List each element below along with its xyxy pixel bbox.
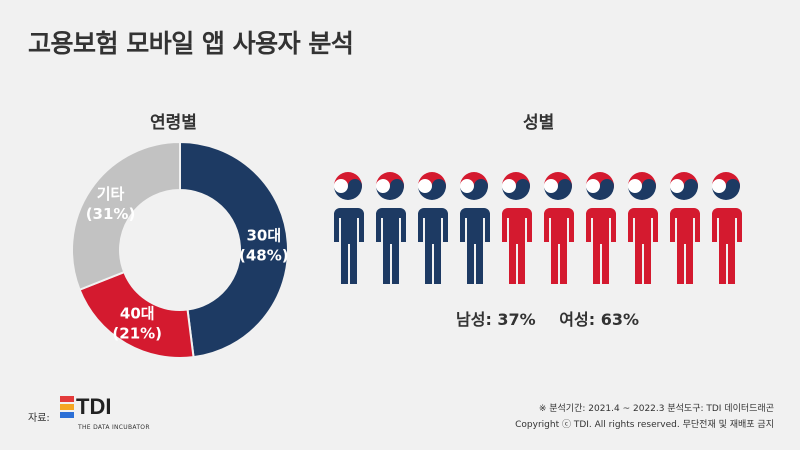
donut-value-0: (48%) [239, 247, 289, 265]
tdi-logo-subtitle: THE DATA INCUBATOR [78, 424, 150, 431]
gender-summary: 남성: 37% 여성: 63% [456, 306, 657, 330]
age-donut-chart: 30대 (48%) 40대 (21%) 기타 (31%) [71, 140, 289, 359]
person-icon-3 [460, 172, 490, 284]
person-icon-7 [628, 172, 658, 284]
person-icon-2 [418, 172, 448, 284]
analysis-period: ※ 분석기간: 2021.4 ~ 2022.3 분석도구: TDI 데이터드래곤 [538, 404, 774, 414]
donut-label-2: 기타 [97, 185, 125, 203]
donut-value-2: (31%) [86, 205, 136, 223]
donut-label-0: 30대 [246, 227, 281, 245]
copyright-notice: Copyright ⓒ TDI. All rights reserved. 무단… [515, 420, 774, 430]
donut-label-1: 40대 [120, 304, 155, 322]
donut-value-1: (21%) [112, 324, 162, 342]
male-summary: 남성: 37% [456, 310, 536, 329]
person-icon-9 [712, 172, 742, 284]
gender-chart-title: 성별 [523, 113, 555, 133]
person-icon-8 [670, 172, 700, 284]
tdi-logo-icon [60, 396, 74, 418]
person-icon-5 [544, 172, 574, 284]
person-icon-4 [502, 172, 532, 284]
age-chart-title: 연령별 [150, 113, 197, 133]
page-title: 고용보험 모바일 앱 사용자 분석 [28, 29, 354, 58]
person-icon-1 [376, 172, 406, 284]
person-icon-0 [334, 172, 364, 284]
donut-slice-2 [71, 140, 181, 292]
person-icon-6 [586, 172, 616, 284]
donut-slice-0 [179, 140, 289, 359]
source-label: 자료: [28, 413, 50, 424]
gender-icon-chart [334, 172, 742, 284]
female-summary: 여성: 63% [559, 310, 640, 329]
tdi-logo-text: TDI [76, 394, 112, 419]
